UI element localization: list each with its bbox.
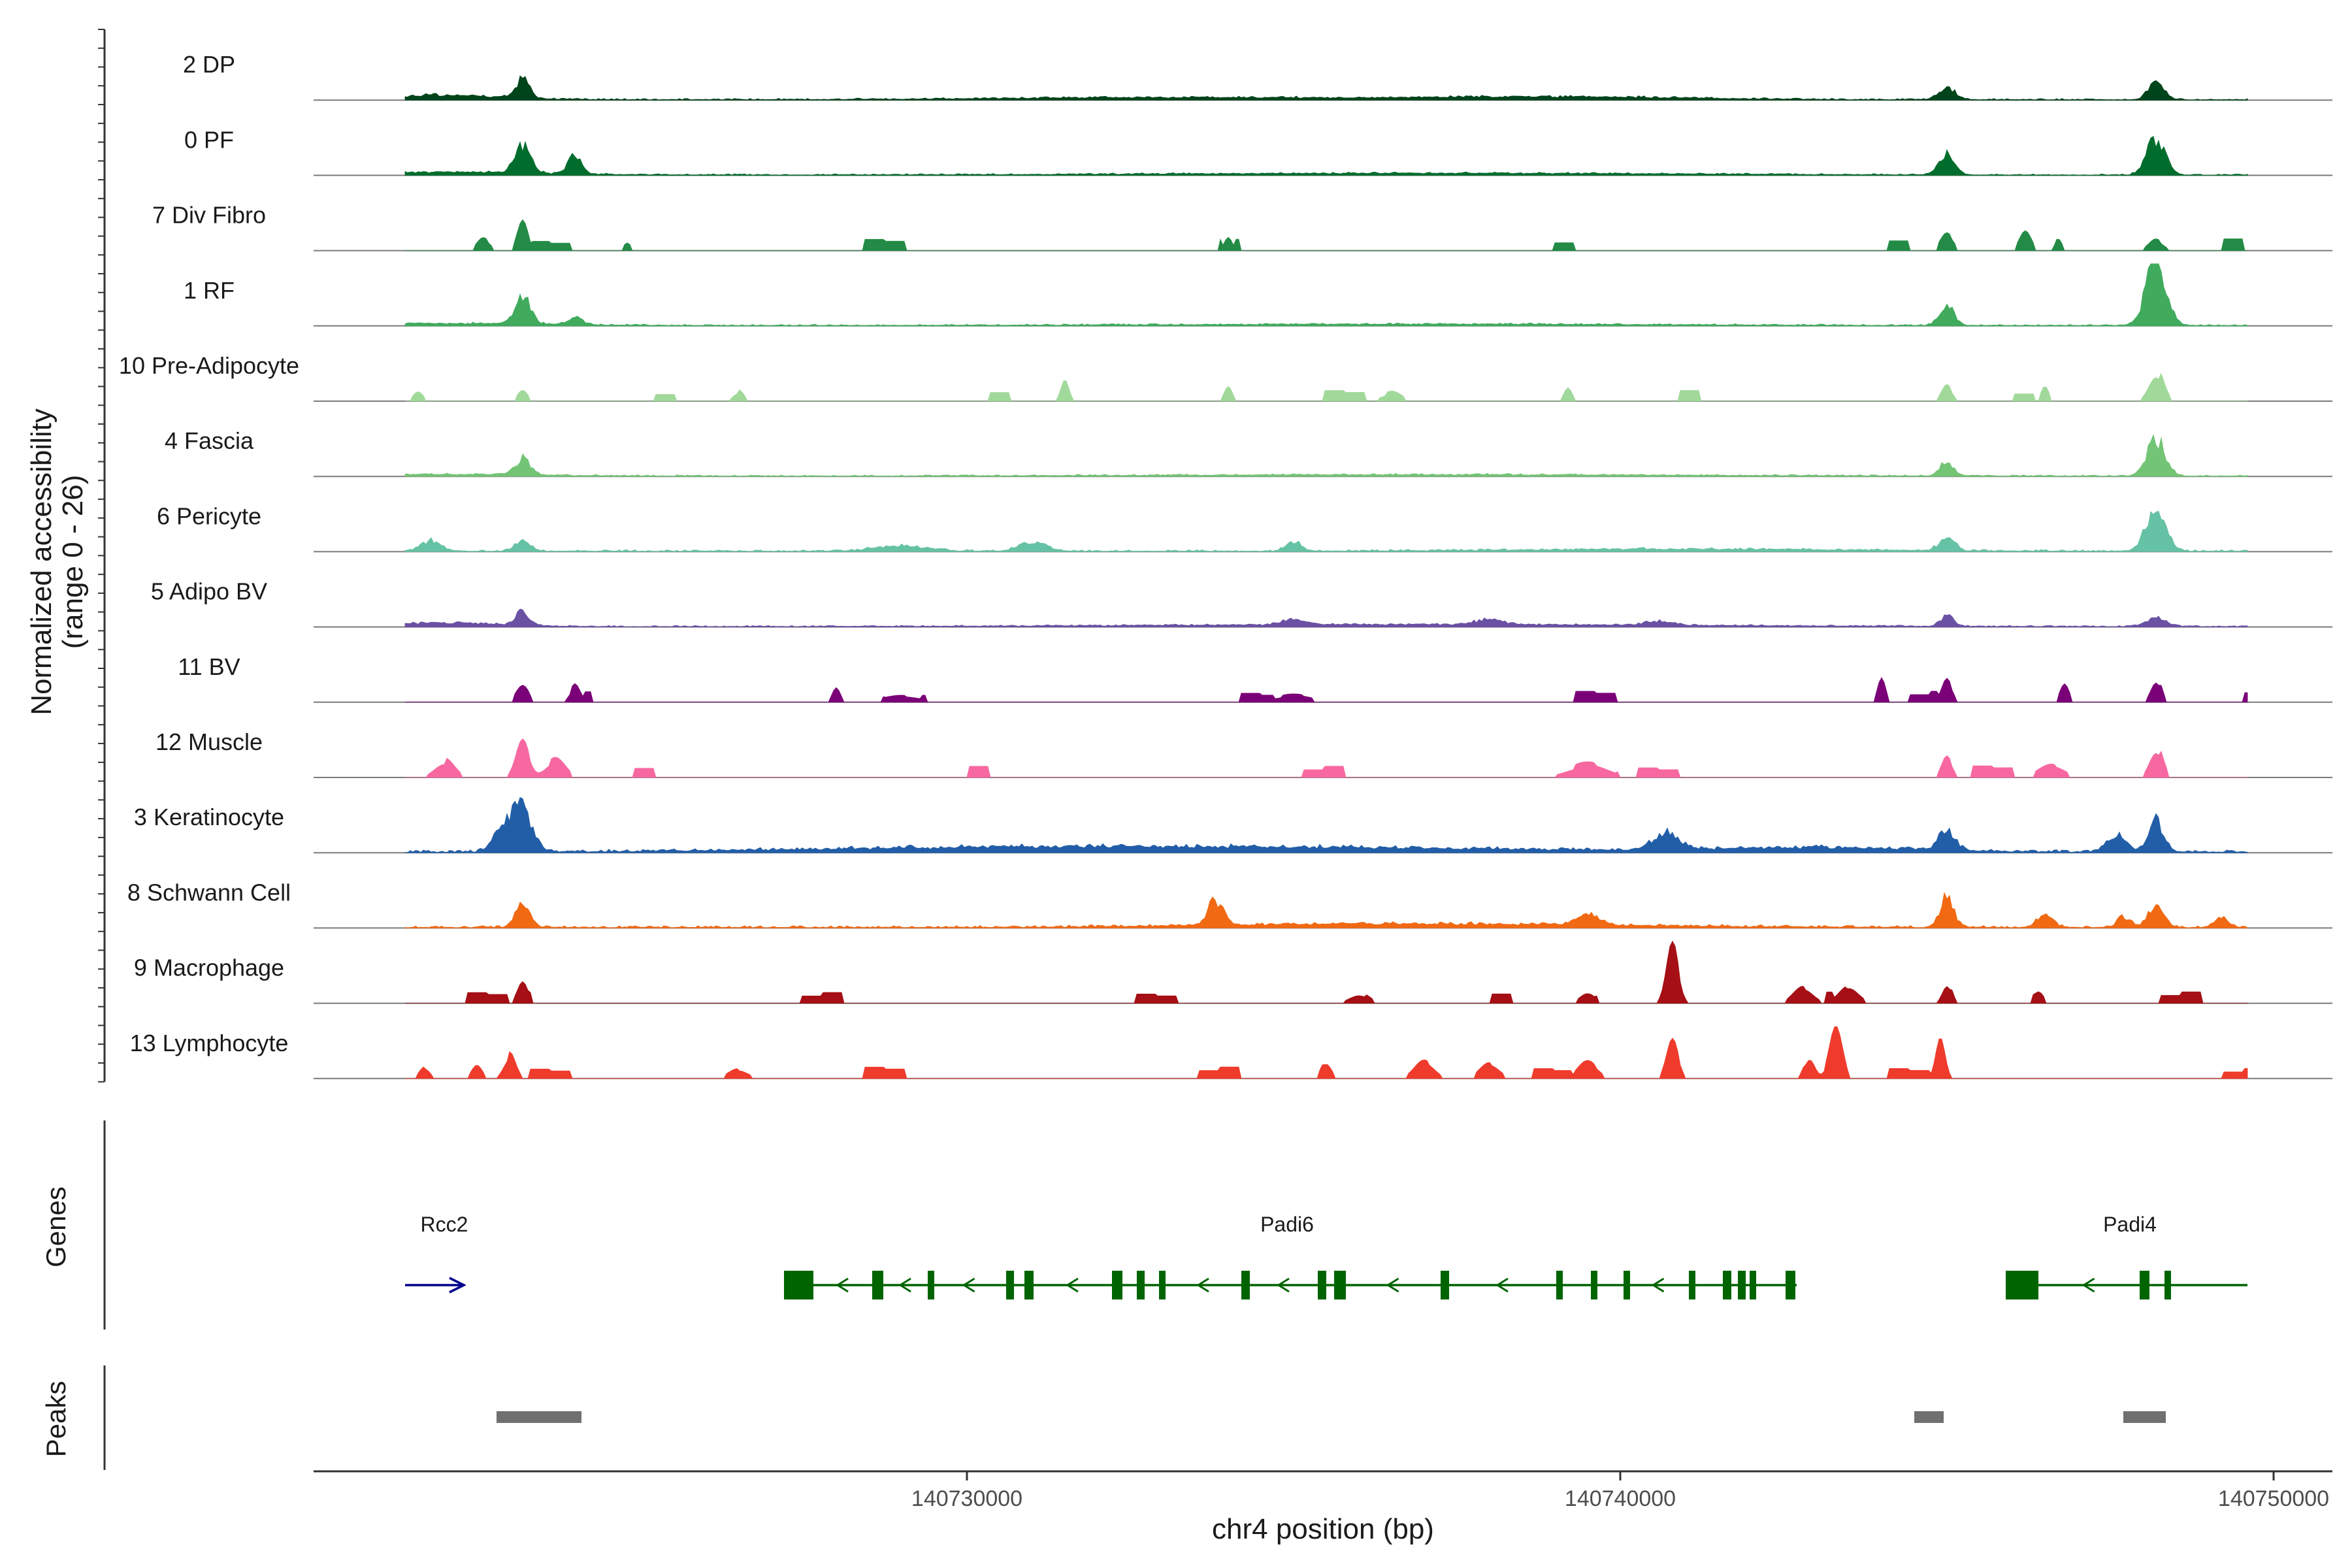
strand-chevron (1277, 1277, 1290, 1293)
exon (1723, 1271, 1731, 1299)
exon (784, 1271, 813, 1299)
exon (1334, 1271, 1346, 1299)
track-11: 3 Keratinocyte (134, 797, 2332, 854)
track-label: 4 Fascia (165, 427, 254, 454)
exon (1137, 1271, 1145, 1299)
track-label: 0 PF (184, 126, 234, 153)
track-label: 3 Keratinocyte (134, 804, 284, 830)
track-5: 10 Pre-Adipocyte (119, 352, 2332, 402)
exon (1591, 1271, 1597, 1299)
track-label: 10 Pre-Adipocyte (119, 352, 299, 379)
exon (2140, 1271, 2149, 1299)
track-2: 0 PF (184, 126, 2332, 176)
track-13: 9 Macrophage (134, 940, 2332, 1004)
coverage-area (405, 372, 2247, 402)
x-tick-label: 140730000 (911, 1486, 1022, 1511)
gene-rcc2: Rcc2 (405, 1213, 468, 1294)
track-label: 9 Macrophage (134, 955, 284, 981)
gene-padi4: Padi4 (2006, 1213, 2247, 1299)
exon (1624, 1271, 1630, 1299)
coverage-area (405, 1026, 2248, 1079)
coverage-area (405, 219, 2247, 251)
coverage-area (404, 797, 2248, 853)
track-6: 4 Fascia (165, 427, 2332, 478)
track-label: 13 Lymphocyte (130, 1030, 289, 1056)
strand-chevron (1196, 1277, 1209, 1293)
coverage-area (405, 940, 2247, 1004)
track-7: 6 Pericyte (157, 502, 2332, 553)
strand-arrow (449, 1277, 466, 1294)
strand-chevron (1651, 1277, 1665, 1293)
gene-label: Rcc2 (421, 1213, 468, 1236)
exon (1556, 1271, 1563, 1299)
exon (928, 1271, 934, 1299)
coverage-area (405, 738, 2247, 778)
exon (872, 1271, 883, 1299)
track-label: 12 Muscle (155, 728, 263, 755)
peaks-panel-label: Peaks (41, 1381, 71, 1458)
track-8: 5 Adipo BV (151, 578, 2332, 628)
x-tick-label: 140740000 (1565, 1486, 1676, 1511)
y-axis-ticks (98, 29, 105, 1083)
gene-padi6: Padi6 (784, 1213, 1797, 1299)
exon (1689, 1271, 1695, 1299)
track-label: 6 Pericyte (157, 502, 261, 529)
track-14: 13 Lymphocyte (130, 1026, 2332, 1079)
track-label: 2 DP (183, 51, 235, 78)
accessibility-tracks: 2 DP 0 PF 7 Div Fibro 1 RF 10 Pre-Adipocyte 4… (98, 29, 2332, 1083)
track-label: 7 Div Fibro (152, 202, 266, 229)
exon (1318, 1271, 1326, 1299)
coverage-area (404, 510, 2248, 552)
coverage-area (404, 608, 2248, 627)
exon (1112, 1271, 1122, 1299)
exon (2164, 1271, 2171, 1299)
strand-chevron (1495, 1277, 1509, 1293)
strand-chevron (962, 1277, 975, 1293)
coverage-area (404, 434, 2248, 477)
coverage-area (405, 677, 2248, 703)
track-label: 11 BV (178, 653, 240, 680)
gene-label: Padi6 (1260, 1213, 1314, 1236)
exon (1159, 1271, 1166, 1299)
exon (1738, 1271, 1746, 1299)
track-label: 1 RF (184, 277, 235, 304)
coverage-area (404, 263, 2248, 327)
exon (1441, 1271, 1449, 1299)
peak-region (2123, 1411, 2166, 1423)
x-tick-label: 140750000 (2218, 1486, 2329, 1511)
gene-annotation-panel: Rcc2 Padi6 Padi4 (103, 1120, 2247, 1330)
track-3: 7 Div Fibro (152, 202, 2332, 252)
exon (1241, 1271, 1250, 1299)
coverage-area (404, 135, 2248, 176)
peak-region (497, 1411, 581, 1423)
strand-chevron (836, 1277, 849, 1293)
x-axis: 140730000 140740000 140750000 (314, 1470, 2332, 1511)
exon (1786, 1271, 1795, 1299)
track-12: 8 Schwann Cell (127, 879, 2332, 929)
y-axis-title: Normalized accessibility (25, 408, 57, 715)
peak-regions-panel (103, 1365, 2166, 1470)
exon (1006, 1271, 1014, 1299)
genes-panel-label: Genes (41, 1186, 71, 1267)
strand-chevron (2082, 1277, 2095, 1293)
strand-chevron (898, 1277, 911, 1293)
peak-region (1914, 1411, 1944, 1423)
y-axis-range: (range 0 - 26) (57, 475, 89, 649)
x-axis-title: chr4 position (bp) (1212, 1513, 1434, 1545)
track-4: 1 RF (184, 263, 2332, 327)
gene-label: Padi4 (2103, 1213, 2157, 1236)
track-9: 11 BV (178, 653, 2332, 703)
coverage-area (404, 892, 2248, 928)
exon (1024, 1271, 1034, 1299)
coverage-area (404, 75, 2248, 101)
track-label: 5 Adipo BV (151, 578, 267, 605)
exon (2006, 1271, 2038, 1299)
strand-chevron (1066, 1277, 1079, 1293)
track-1: 2 DP (183, 51, 2332, 101)
track-label: 8 Schwann Cell (127, 879, 291, 906)
strand-chevron (1386, 1277, 1399, 1293)
exon (1750, 1271, 1756, 1299)
track-10: 12 Muscle (155, 728, 2332, 778)
